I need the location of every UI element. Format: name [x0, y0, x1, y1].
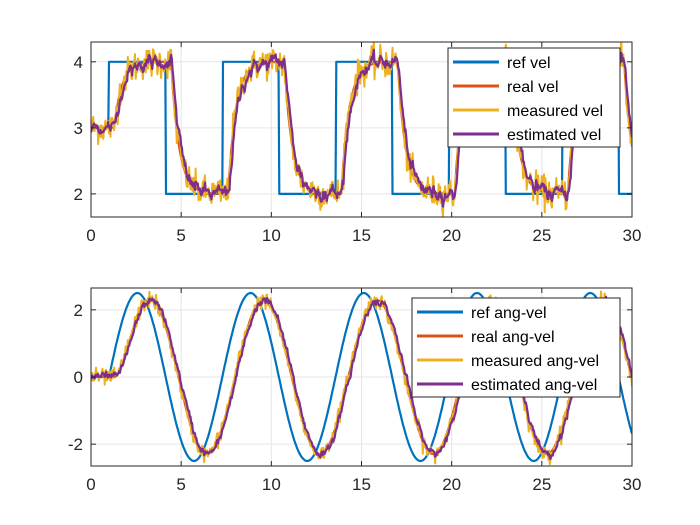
legend-label: ref vel — [507, 55, 551, 72]
x-tick-label: 25 — [532, 475, 551, 494]
series-line-estimated — [91, 295, 632, 461]
y-tick-label: -2 — [68, 435, 83, 454]
legend-label: ref ang-vel — [471, 305, 547, 322]
x-tick-label: 30 — [623, 475, 642, 494]
y-tick-label: 4 — [74, 53, 83, 72]
velocity-plot: 0 5 10 15 20 25 30 2 3 4 ref vel real vel measured v… — [74, 41, 642, 245]
legend-label: real vel — [507, 79, 559, 96]
y-tick-label: 0 — [74, 368, 83, 387]
angular-velocity-plot: 0 5 10 15 20 25 30 -2 0 2 ref ang-vel real ang-vel m… — [68, 287, 642, 494]
legend: ref ang-vel real ang-vel measured ang-vel e… — [411, 297, 621, 398]
legend-label: real ang-vel — [471, 329, 555, 346]
x-tick-label: 25 — [532, 226, 551, 245]
x-tick-label: 20 — [442, 226, 461, 245]
x-tick-label: 0 — [86, 475, 95, 494]
x-tick-label: 5 — [176, 475, 185, 494]
legend: ref vel real vel measured vel estimated vel — [447, 47, 621, 148]
legend-label: measured ang-vel — [471, 353, 599, 370]
series-line-ref — [91, 60, 632, 195]
x-tick-label: 20 — [442, 475, 461, 494]
y-tick-label: 3 — [74, 119, 83, 138]
x-tick-label: 5 — [176, 226, 185, 245]
legend-label: measured vel — [507, 103, 603, 120]
legend-box — [411, 297, 621, 398]
y-tick-label: 2 — [74, 185, 83, 204]
x-tick-label: 0 — [86, 226, 95, 245]
legend-label: estimated ang-vel — [471, 377, 597, 394]
series-line-measured — [91, 42, 632, 217]
x-tick-label: 15 — [352, 226, 371, 245]
x-tick-label: 10 — [262, 226, 281, 245]
x-tick-label: 15 — [352, 475, 371, 494]
y-tick-label: 2 — [74, 301, 83, 320]
x-tick-label: 30 — [623, 226, 642, 245]
series-line-estimated — [91, 48, 632, 208]
legend-label: estimated vel — [507, 127, 601, 144]
legend-box — [447, 47, 621, 148]
x-tick-label: 10 — [262, 475, 281, 494]
